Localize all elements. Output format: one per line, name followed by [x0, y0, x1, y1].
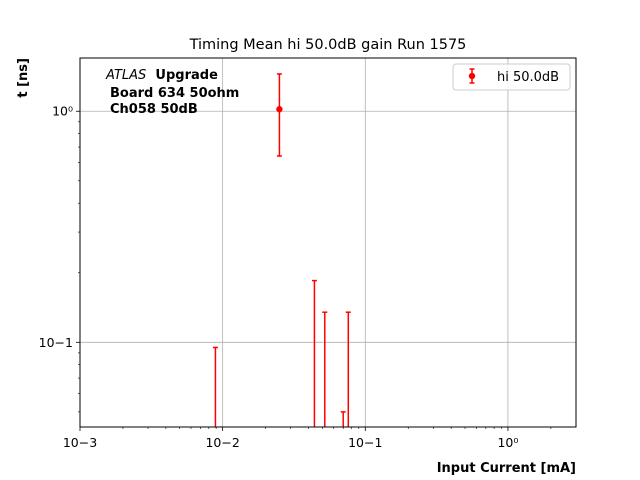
- atlas-label-bold: Upgrade: [155, 68, 218, 83]
- x-tick-label: 10−1: [348, 435, 382, 450]
- axis-ticks: 10−3 10−2 10−1 10⁰ 10−1 10⁰: [39, 104, 552, 450]
- atlas-label-italic: ATLAS: [105, 68, 146, 83]
- x-axis-label: Input Current [mA]: [437, 461, 576, 476]
- x-tick-label: 10⁰: [497, 435, 518, 450]
- y-tick-label: 10⁰: [52, 104, 73, 119]
- board-label: Board 634 50ohm: [110, 86, 239, 101]
- legend: hi 50.0dB: [452, 63, 571, 91]
- y-tick-label: 10−1: [39, 335, 73, 350]
- legend-box: [452, 63, 571, 91]
- legend-label: hi 50.0dB: [497, 70, 559, 85]
- chart-title: Timing Mean hi 50.0dB gain Run 1575: [189, 37, 467, 53]
- data-point: [276, 106, 283, 113]
- x-tick-label: 10−2: [205, 435, 239, 450]
- data-layer: [212, 73, 351, 427]
- y-axis-label: t [ns]: [16, 58, 31, 98]
- x-tick-label: 10−3: [63, 435, 97, 450]
- channel-label: Ch058 50dB: [110, 102, 198, 117]
- atlas-label: ATLAS Upgrade: [105, 68, 218, 83]
- plot-frame: [79, 57, 577, 428]
- legend-marker: [468, 72, 476, 80]
